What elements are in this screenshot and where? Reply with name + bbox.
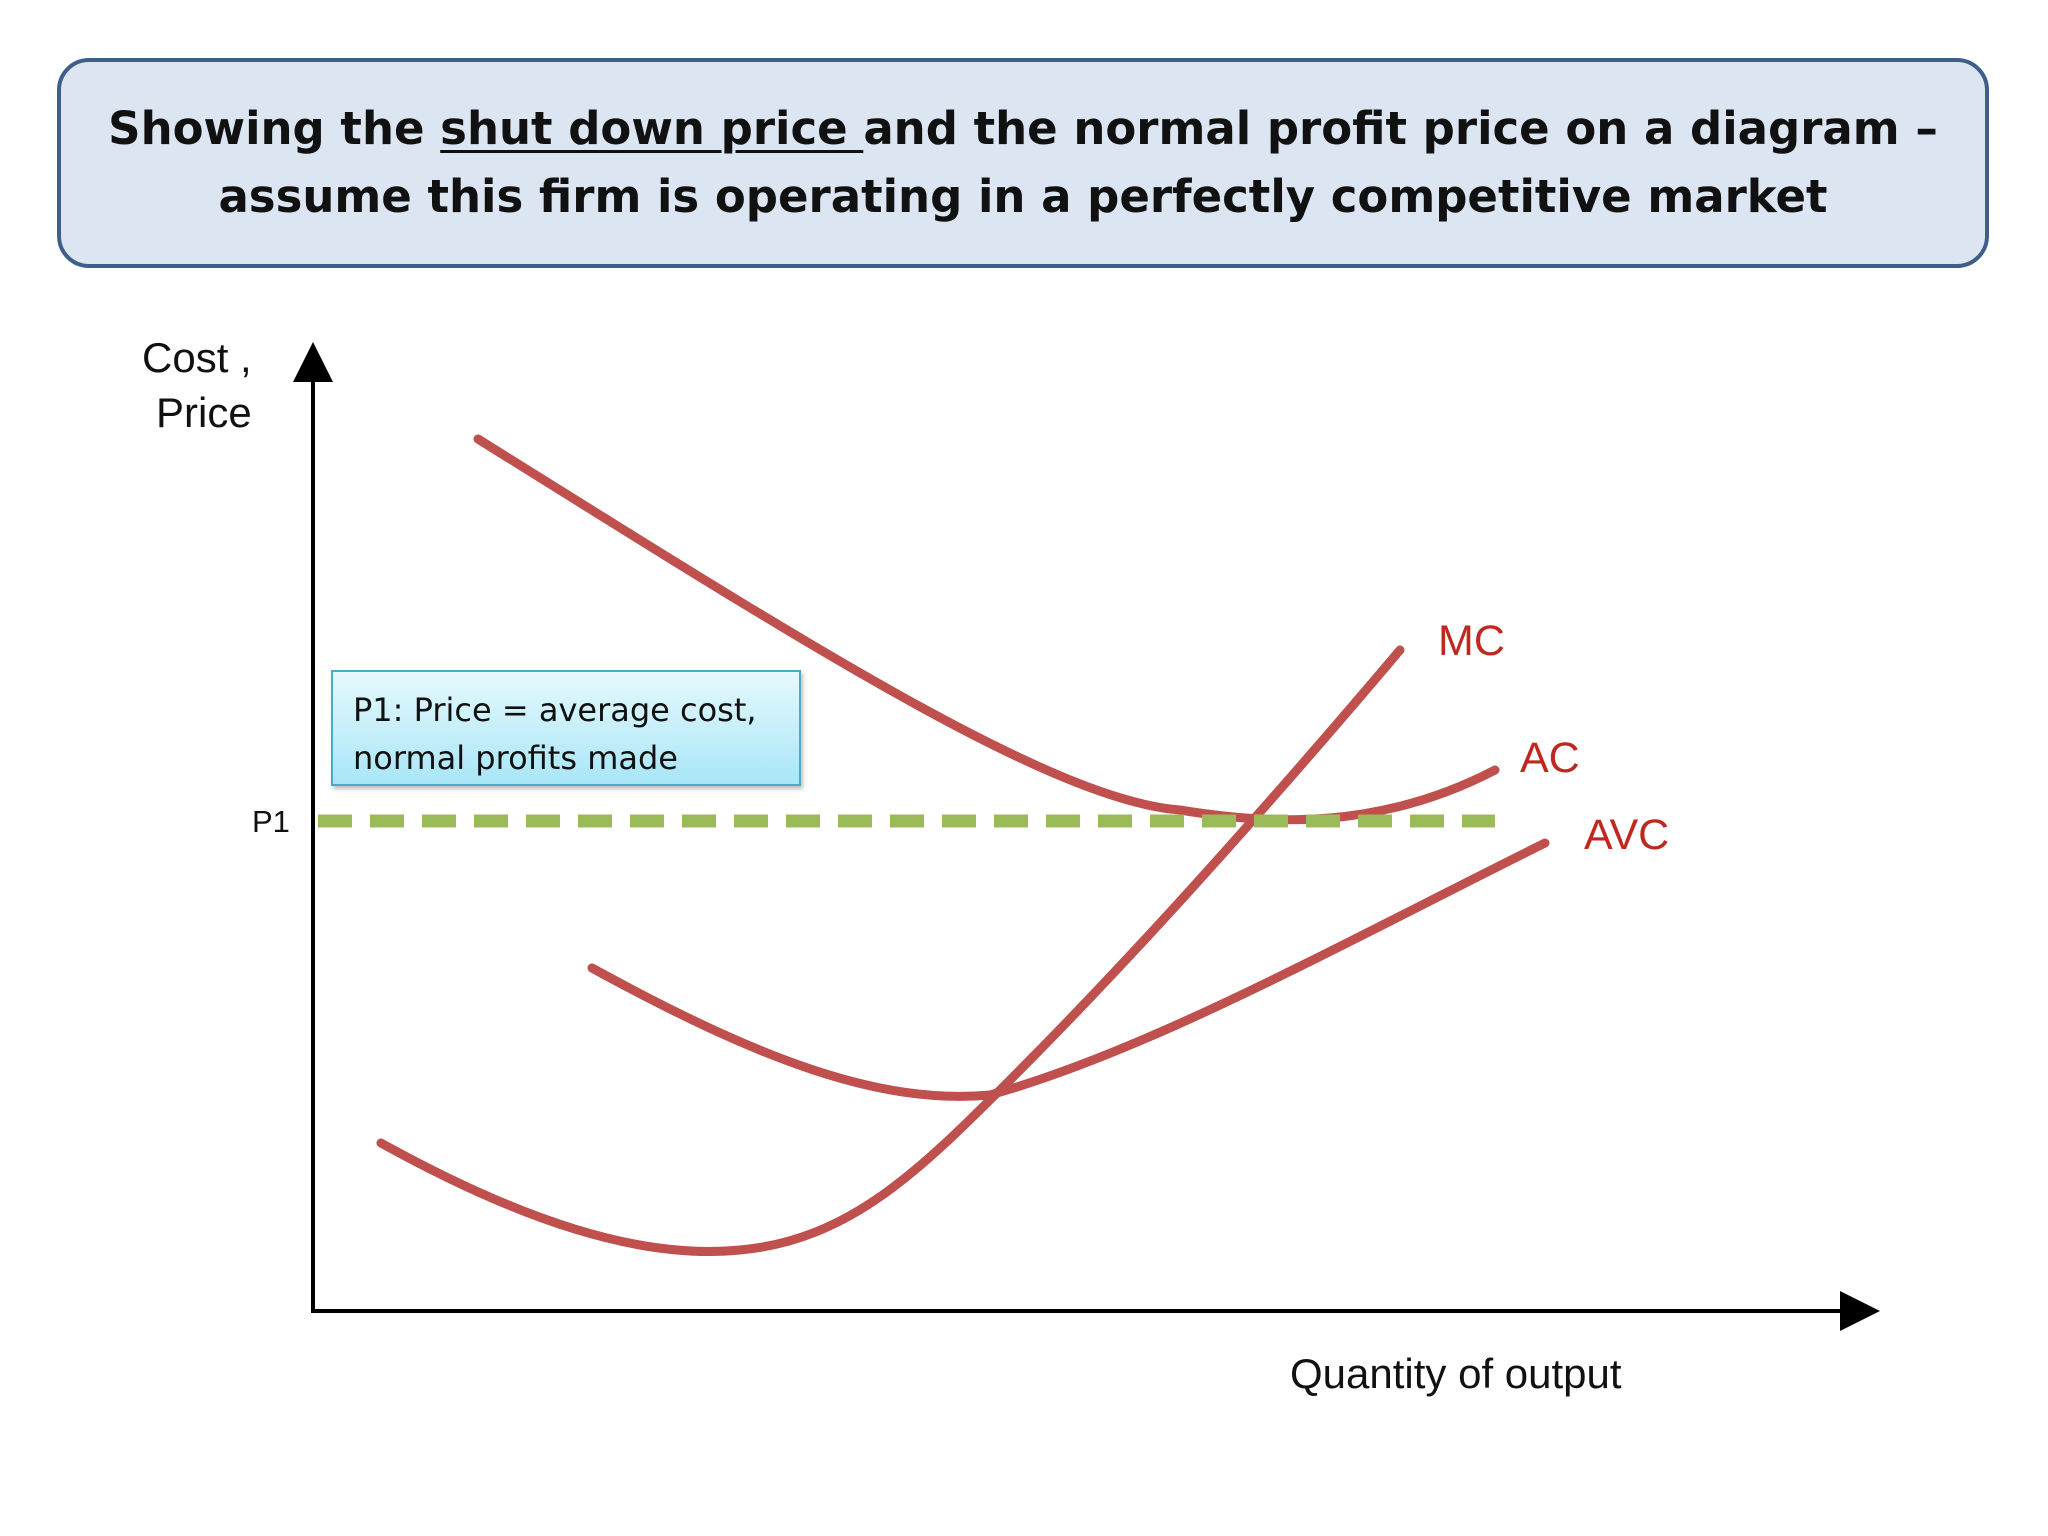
p1-callout-line2: normal profits made [353,739,678,777]
y-axis-label-line1: Cost , [142,334,252,381]
x-axis-label: Quantity of output [1290,1350,1622,1397]
p1-label: P1 [252,804,290,839]
title-banner: Showing the shut down price and the norm… [57,58,1989,268]
title-text-end: and the normal profit price on a diagram… [863,102,1938,155]
title-text-start: Showing the [108,102,441,155]
ac-label: AC [1520,734,1580,782]
title-line-1: Showing the shut down price and the norm… [108,95,1938,163]
p1-callout-line1: P1: Price = average cost, [353,691,757,729]
avc-label: AVC [1584,811,1669,859]
title-line-2: assume this firm is operating in a perfe… [218,170,1828,223]
mc-label: MC [1438,617,1505,665]
title-underlined-term: shut down price [440,102,864,155]
y-axis-label-line2: Price [156,389,252,436]
p1-callout: P1: Price = average cost, normal profits… [331,670,801,786]
ac-curve [473,434,1500,825]
mc-curve [376,645,1405,1257]
avc-curve [587,838,1550,1101]
